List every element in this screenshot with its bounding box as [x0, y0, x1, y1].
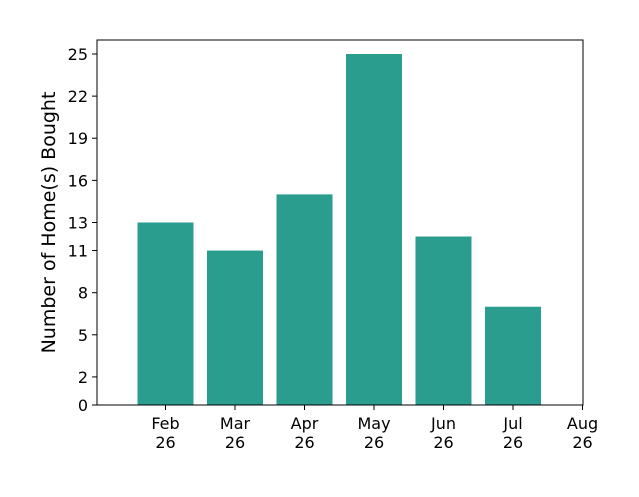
y-tick-label: 0: [78, 396, 88, 415]
y-tick-label: 8: [78, 284, 88, 303]
x-tick-label: Jul 26: [502, 414, 523, 452]
y-axis-label: Number of Home(s) Bought: [38, 92, 60, 354]
x-tick-label: Feb 26: [151, 414, 179, 452]
bar-apr-26: [276, 194, 333, 405]
x-tick-label: Jun 26: [430, 414, 456, 452]
x-tick-label: May 26: [357, 414, 390, 452]
x-axis: Feb 26 Mar 26 Apr 26 May 26 Jun 26 Jul 26 Aug 26: [151, 405, 598, 452]
bar-feb-26: [137, 222, 194, 405]
y-tick-label: 5: [78, 326, 88, 345]
y-tick-label: 22: [68, 87, 88, 106]
x-tick-label: Mar 26: [220, 414, 251, 452]
y-tick-label: 13: [68, 213, 88, 232]
bar-mar-26: [207, 250, 263, 405]
x-tick-label: Aug 26: [567, 414, 598, 452]
y-tick-label: 16: [68, 171, 88, 190]
plot-frame: [96, 39, 584, 406]
y-tick-label: 25: [68, 45, 88, 64]
y-tick-label: 11: [68, 242, 88, 261]
bar-jun-26: [415, 236, 472, 405]
y-tick-label: 19: [68, 129, 88, 148]
x-tick-label: Apr 26: [291, 414, 319, 452]
y-tick-label: 2: [78, 368, 88, 387]
bar-may-26: [346, 54, 402, 405]
bars-group: [137, 54, 541, 405]
bar-jul-26: [485, 306, 541, 405]
